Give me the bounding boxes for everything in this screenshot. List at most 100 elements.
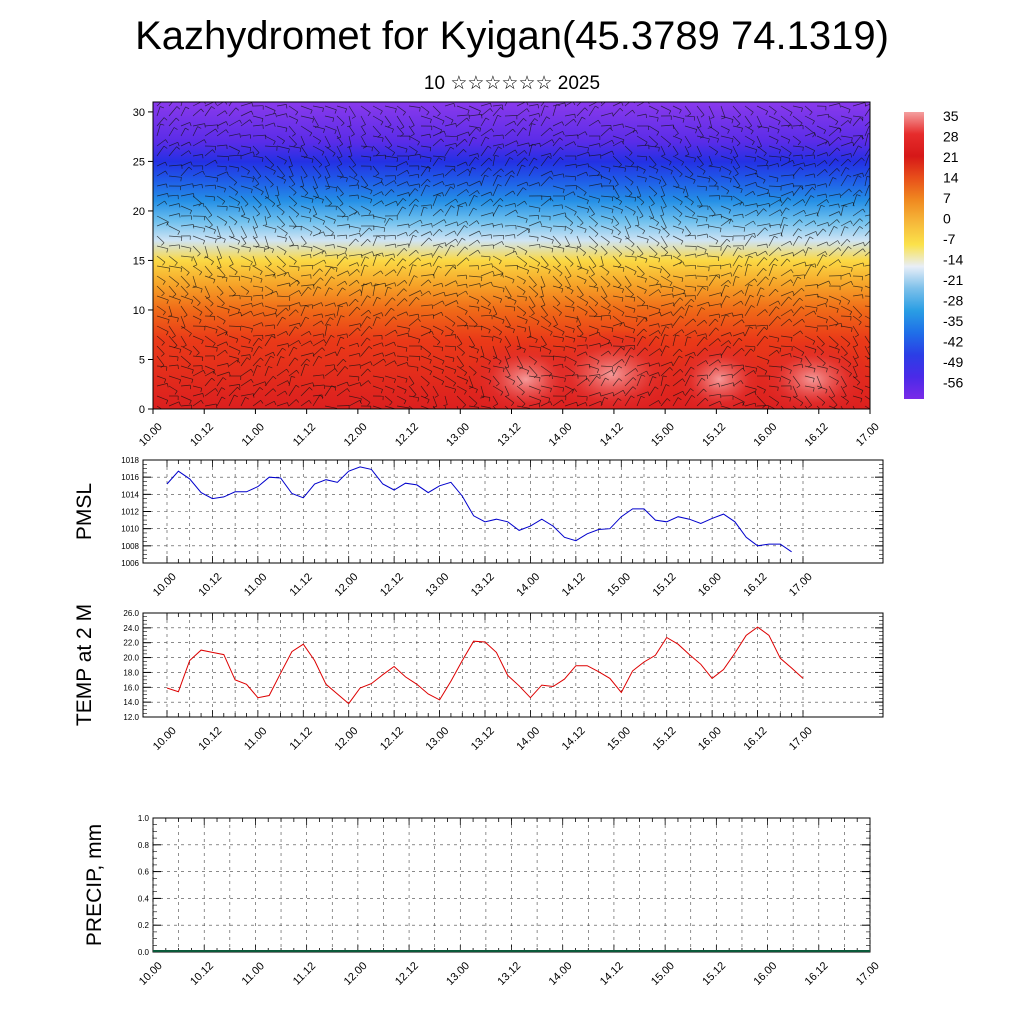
wind-barb <box>384 385 395 390</box>
wind-barb-flag <box>844 353 848 357</box>
wind-barb <box>192 335 204 341</box>
wind-barb <box>804 145 815 151</box>
wind-barb-flag <box>184 293 189 297</box>
wind-barb-flag <box>213 371 216 375</box>
wind-barb <box>324 165 331 177</box>
wind-barb <box>864 229 870 237</box>
wind-barb-flag <box>661 154 666 157</box>
wind-barb-flag <box>788 380 791 385</box>
wind-barb <box>180 335 187 346</box>
wind-barb-flag <box>800 358 803 363</box>
wind-barb <box>588 119 599 127</box>
wind-barb <box>696 145 702 156</box>
wind-barb-flag <box>275 113 277 118</box>
wind-barb <box>696 333 706 337</box>
wind-barb <box>864 273 870 277</box>
wind-barb-flag <box>394 360 397 365</box>
wind-barb <box>696 301 709 307</box>
wind-barb <box>348 115 352 126</box>
wind-barb <box>228 355 239 359</box>
wind-barb <box>180 305 188 316</box>
wind-barb-flag <box>877 271 878 275</box>
wind-barb <box>528 123 532 137</box>
section-x-tick-label-14: 17.00 <box>854 421 882 449</box>
wind-barb-flag <box>755 252 758 257</box>
wind-barb-flag <box>620 346 625 350</box>
wind-barb-flag <box>741 290 744 294</box>
wind-barb-flag <box>877 213 878 217</box>
wind-barb-flag <box>406 362 409 367</box>
wind-barb <box>384 243 396 247</box>
wind-barb <box>720 382 734 387</box>
wind-barb <box>528 365 538 376</box>
wind-barb-flag <box>189 351 192 356</box>
wind-barb <box>288 115 298 121</box>
wind-barb-flag <box>525 297 527 302</box>
wind-barb <box>816 251 826 257</box>
wind-barb-flag <box>450 146 455 150</box>
wind-barb <box>372 358 384 367</box>
wind-barb <box>636 295 646 303</box>
wind-barb <box>432 365 444 371</box>
wind-barb <box>684 330 696 337</box>
wind-barb <box>768 385 779 388</box>
wind-barb <box>828 226 835 237</box>
wind-barb <box>420 165 431 169</box>
wind-barb <box>204 275 216 280</box>
wind-barb <box>564 388 575 397</box>
wind-barb-flag <box>310 109 313 114</box>
wind-barb-flag <box>788 158 791 163</box>
wind-barb <box>612 155 622 165</box>
wind-barb-flag <box>437 194 442 197</box>
wind-barb-flag <box>854 344 858 348</box>
wind-barb <box>684 215 698 220</box>
wind-barb <box>624 109 633 117</box>
wind-barb <box>840 385 847 396</box>
wind-barb <box>444 375 456 384</box>
wind-barb <box>720 175 732 179</box>
wind-barb <box>240 275 252 280</box>
wind-barb <box>252 400 261 407</box>
wind-barb-flag <box>391 128 394 133</box>
wind-barb-flag <box>287 380 290 385</box>
wind-barb <box>732 380 742 387</box>
panel-pmsl-xtick-label-8: 14.00 <box>514 571 542 599</box>
wind-barb-flag <box>710 116 715 119</box>
wind-barb <box>288 290 300 297</box>
wind-barb-flag <box>665 384 670 387</box>
wind-barb-flag <box>281 175 285 179</box>
wind-barb <box>432 311 442 317</box>
wind-barb <box>204 235 217 240</box>
wind-barb <box>804 183 816 187</box>
wind-barb-flag <box>189 122 192 127</box>
wind-barb <box>612 346 622 357</box>
panel-pmsl-xtick-label-1: 10.12 <box>196 571 224 599</box>
wind-barb <box>288 235 295 245</box>
wind-barb <box>552 335 564 339</box>
wind-barb <box>264 400 275 407</box>
panel-pmsl-xtick-label-6: 13.00 <box>423 571 451 599</box>
wind-barb-flag <box>716 132 720 137</box>
wind-barb <box>456 189 467 197</box>
wind-barb <box>564 315 578 319</box>
wind-barb <box>732 125 743 129</box>
wind-barb-flag <box>335 351 338 356</box>
wind-barb <box>204 175 218 179</box>
wind-barb <box>540 365 552 374</box>
wind-barb-flag <box>606 241 610 246</box>
wind-barb-flag <box>402 111 406 116</box>
wind-barb-flag <box>514 149 518 154</box>
wind-barb <box>348 279 358 287</box>
wind-barb <box>852 365 858 377</box>
wind-barb <box>168 305 173 316</box>
wind-barb-flag <box>428 237 432 242</box>
wind-barb-flag <box>596 369 600 374</box>
wind-barb <box>864 264 870 267</box>
wind-barb <box>840 375 847 387</box>
wind-barb-flag <box>720 394 722 399</box>
wind-barb <box>396 198 404 207</box>
wind-barb <box>576 205 589 210</box>
wind-barb <box>624 185 633 194</box>
